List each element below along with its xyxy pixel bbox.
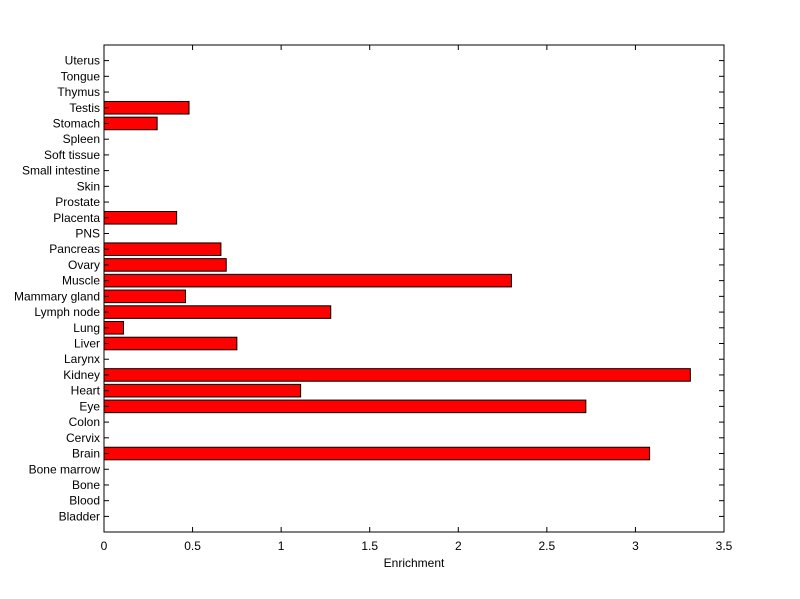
bar-brain [103,446,651,461]
y-tick-label-spleen: Spleen [63,132,100,146]
y-tick-label-placenta: Placenta [53,211,100,225]
x-tick-label-3: 1.5 [361,539,378,553]
bar-muscle [103,273,512,288]
y-tick-label-liver: Liver [74,337,100,351]
bar-placenta [103,210,178,225]
y-tick-label-mammary-gland: Mammary gland [14,289,100,303]
bar-lymph-node [103,305,332,319]
y-tick-label-uterus: Uterus [65,54,100,68]
y-tick-label-soft-tissue: Soft tissue [44,148,100,162]
y-tick-label-prostate: Prostate [55,195,100,209]
x-tick-label-0: 0 [101,539,108,553]
y-tick-label-tongue: Tongue [61,69,101,83]
bar-heart [103,383,302,398]
y-tick-label-muscle: Muscle [62,274,100,288]
y-tick-label-colon: Colon [69,415,100,429]
y-tick-label-thymus: Thymus [57,85,100,99]
y-tick-label-cervix: Cervix [66,431,100,445]
y-tick-label-small-intestine: Small intestine [22,164,100,178]
y-tick-label-testis: Testis [69,101,100,115]
y-tick-label-bone: Bone [72,478,100,492]
y-tick-label-stomach: Stomach [53,116,100,130]
x-tick-label-7: 3.5 [716,539,733,553]
y-tick-label-heart: Heart [71,384,101,398]
y-tick-label-ovary: Ovary [68,258,100,272]
bar-pancreas [103,242,222,256]
bar-mammary-gland [103,289,186,304]
y-tick-label-kidney: Kidney [63,368,100,382]
y-tick-label-brain: Brain [72,447,100,461]
y-tick-label-blood: Blood [69,494,100,508]
y-tick-label-lung: Lung [73,321,100,335]
y-tick-label-lymph-node: Lymph node [34,305,100,319]
y-tick-label-larynx: Larynx [64,352,100,366]
y-tick-label-pns: PNS [75,226,100,240]
x-axis-label: Enrichment [384,556,445,570]
x-tick-labels-group: 0 0.5 1 1.5 2 2.5 3 3.5 [101,539,733,553]
x-tick-label-6: 3 [632,539,639,553]
plot-frame [103,44,725,533]
bar-ovary [103,258,227,272]
bar-stomach [103,116,158,131]
y-tick-label-eye: Eye [79,399,100,413]
bar-liver [103,336,238,351]
x-tick-label-1: 0.5 [184,539,201,553]
y-tick-label-bladder: Bladder [59,509,100,523]
y-tick-label-bone-marrow: Bone marrow [29,462,101,476]
x-tick-label-4: 2 [455,539,462,553]
x-tick-label-2: 1 [278,539,285,553]
bar-eye [103,399,587,414]
bar-kidney [103,368,691,382]
y-tick-label-skin: Skin [77,179,100,193]
x-tick-label-5: 2.5 [539,539,556,553]
y-tick-label-pancreas: Pancreas [49,242,100,256]
bar-testis [103,100,190,115]
